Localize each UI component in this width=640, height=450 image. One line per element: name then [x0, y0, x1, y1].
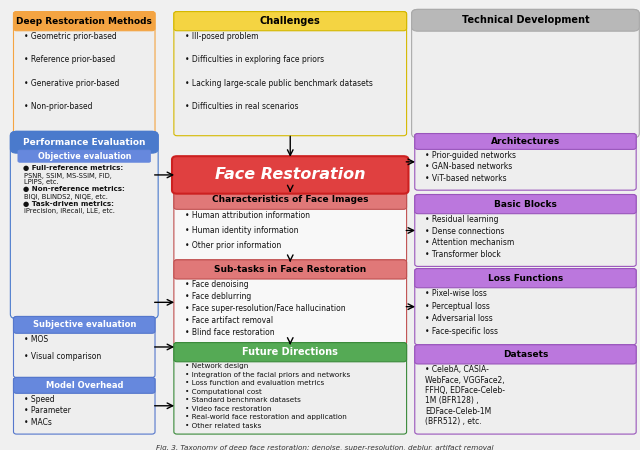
FancyBboxPatch shape [10, 131, 158, 153]
Text: • Reference prior-based: • Reference prior-based [24, 55, 115, 64]
Text: • Residual learning: • Residual learning [426, 215, 499, 224]
FancyBboxPatch shape [174, 190, 406, 262]
FancyBboxPatch shape [415, 194, 636, 266]
FancyBboxPatch shape [412, 9, 639, 31]
Text: • Lacking large-scale public benchmark datasets: • Lacking large-scale public benchmark d… [184, 79, 372, 88]
FancyBboxPatch shape [18, 150, 150, 162]
Text: • Non-prior-based: • Non-prior-based [24, 102, 93, 111]
Text: PSNR, SSIM, MS-SSIM, FID,: PSNR, SSIM, MS-SSIM, FID, [24, 173, 112, 179]
Text: • ViT-based networks: • ViT-based networks [426, 174, 507, 183]
FancyBboxPatch shape [415, 134, 636, 149]
Text: • Face artifact removal: • Face artifact removal [184, 316, 273, 325]
Text: Datasets: Datasets [503, 350, 548, 359]
Text: Face Restoration: Face Restoration [215, 167, 365, 182]
Text: • Speed: • Speed [24, 395, 55, 404]
Text: • Prior-guided networks: • Prior-guided networks [426, 151, 516, 160]
Text: Objective evaluation: Objective evaluation [38, 152, 131, 161]
Text: • MACs: • MACs [24, 418, 52, 427]
Text: • Dense connections: • Dense connections [426, 227, 505, 236]
Text: • Attention mechanism: • Attention mechanism [426, 238, 515, 248]
Text: • Parameter: • Parameter [24, 406, 71, 415]
FancyBboxPatch shape [415, 134, 636, 190]
FancyBboxPatch shape [415, 345, 636, 364]
Text: • Transformer block: • Transformer block [426, 250, 501, 259]
FancyBboxPatch shape [174, 190, 406, 209]
Text: Architectures: Architectures [491, 137, 560, 146]
Text: • Generative prior-based: • Generative prior-based [24, 79, 120, 88]
Text: • Video face restoration: • Video face restoration [184, 405, 271, 412]
FancyBboxPatch shape [412, 9, 639, 138]
Text: Sub-tasks in Face Restoration: Sub-tasks in Face Restoration [214, 265, 366, 274]
FancyBboxPatch shape [415, 269, 636, 288]
Text: • Other related tasks: • Other related tasks [184, 423, 261, 429]
Text: • Real-world face restoration and application: • Real-world face restoration and applic… [184, 414, 346, 420]
Text: • Adversarial loss: • Adversarial loss [426, 315, 493, 324]
Text: • MOS: • MOS [24, 335, 48, 344]
Text: ● Non-reference metrics:: ● Non-reference metrics: [23, 186, 125, 192]
Text: • Face denoising: • Face denoising [184, 280, 248, 289]
FancyBboxPatch shape [13, 316, 155, 333]
FancyBboxPatch shape [13, 378, 155, 434]
Text: • GAN-based networks: • GAN-based networks [426, 162, 513, 171]
Text: Basic Blocks: Basic Blocks [494, 200, 557, 209]
Text: • Other prior information: • Other prior information [184, 241, 281, 250]
Text: • Difficulties in real scenarios: • Difficulties in real scenarios [184, 102, 298, 111]
FancyBboxPatch shape [10, 131, 158, 319]
Text: • Loss function and evaluation metrics: • Loss function and evaluation metrics [184, 380, 324, 386]
FancyBboxPatch shape [174, 342, 406, 434]
Text: • Blind face restoration: • Blind face restoration [184, 328, 274, 337]
Text: Future Directions: Future Directions [243, 347, 338, 357]
Text: • Face-specific loss: • Face-specific loss [426, 327, 499, 336]
Text: • Geometric prior-based: • Geometric prior-based [24, 32, 117, 41]
FancyBboxPatch shape [172, 156, 408, 194]
Text: • Perceptual loss: • Perceptual loss [426, 302, 490, 310]
Text: LPIPS, etc.: LPIPS, etc. [24, 179, 59, 185]
Text: • Pixel-wise loss: • Pixel-wise loss [426, 289, 487, 298]
Text: • CelebA, CASIA-
WebFace, VGGFace2,
FFHQ, EDFace-Celeb-
1M (BFR128) ,
EDFace-Cel: • CelebA, CASIA- WebFace, VGGFace2, FFHQ… [426, 365, 506, 426]
FancyBboxPatch shape [174, 260, 406, 279]
Text: iPrecision, iRecall, LLE, etc.: iPrecision, iRecall, LLE, etc. [24, 208, 115, 215]
Text: Performance Evaluation: Performance Evaluation [23, 138, 145, 147]
Text: • Computational cost: • Computational cost [184, 389, 262, 395]
Text: • Ill-posed problem: • Ill-posed problem [184, 32, 258, 41]
Text: • Integration of the facial priors and networks: • Integration of the facial priors and n… [184, 372, 350, 378]
Text: BIQI, BLINDS2, NIQE, etc.: BIQI, BLINDS2, NIQE, etc. [24, 194, 108, 200]
Text: Fig. 3. Taxonomy of deep face restoration: denoise, super-resolution, deblur, ar: Fig. 3. Taxonomy of deep face restoratio… [156, 445, 493, 450]
Text: Characteristics of Face Images: Characteristics of Face Images [212, 195, 369, 204]
Text: • Network design: • Network design [184, 363, 248, 369]
FancyBboxPatch shape [13, 12, 155, 31]
FancyBboxPatch shape [13, 378, 155, 393]
Text: • Face super-resolution/Face hallucination: • Face super-resolution/Face hallucinati… [184, 304, 345, 313]
FancyBboxPatch shape [415, 269, 636, 345]
FancyBboxPatch shape [174, 12, 406, 31]
FancyBboxPatch shape [13, 316, 155, 378]
Text: Technical Development: Technical Development [461, 15, 589, 25]
FancyBboxPatch shape [174, 260, 406, 345]
Text: Deep Restoration Methods: Deep Restoration Methods [16, 17, 152, 26]
Text: Subjective evaluation: Subjective evaluation [33, 320, 136, 329]
FancyBboxPatch shape [415, 194, 636, 214]
Text: • Visual comparison: • Visual comparison [24, 352, 101, 361]
Text: • Human identity information: • Human identity information [184, 226, 298, 235]
Text: • Difficulties in exploring face priors: • Difficulties in exploring face priors [184, 55, 324, 64]
FancyBboxPatch shape [174, 342, 406, 362]
FancyBboxPatch shape [174, 12, 406, 136]
Text: Model Overhead: Model Overhead [45, 381, 123, 390]
Text: ● Task-driven metrics:: ● Task-driven metrics: [23, 201, 114, 207]
FancyBboxPatch shape [415, 345, 636, 434]
Text: ● Full-reference metrics:: ● Full-reference metrics: [23, 165, 123, 171]
Text: Challenges: Challenges [260, 16, 321, 26]
FancyBboxPatch shape [13, 12, 155, 136]
Text: • Standard benchmark datasets: • Standard benchmark datasets [184, 397, 300, 403]
Text: Loss Functions: Loss Functions [488, 274, 563, 283]
Text: • Human attribution information: • Human attribution information [184, 211, 310, 220]
Text: • Face deblurring: • Face deblurring [184, 292, 251, 302]
